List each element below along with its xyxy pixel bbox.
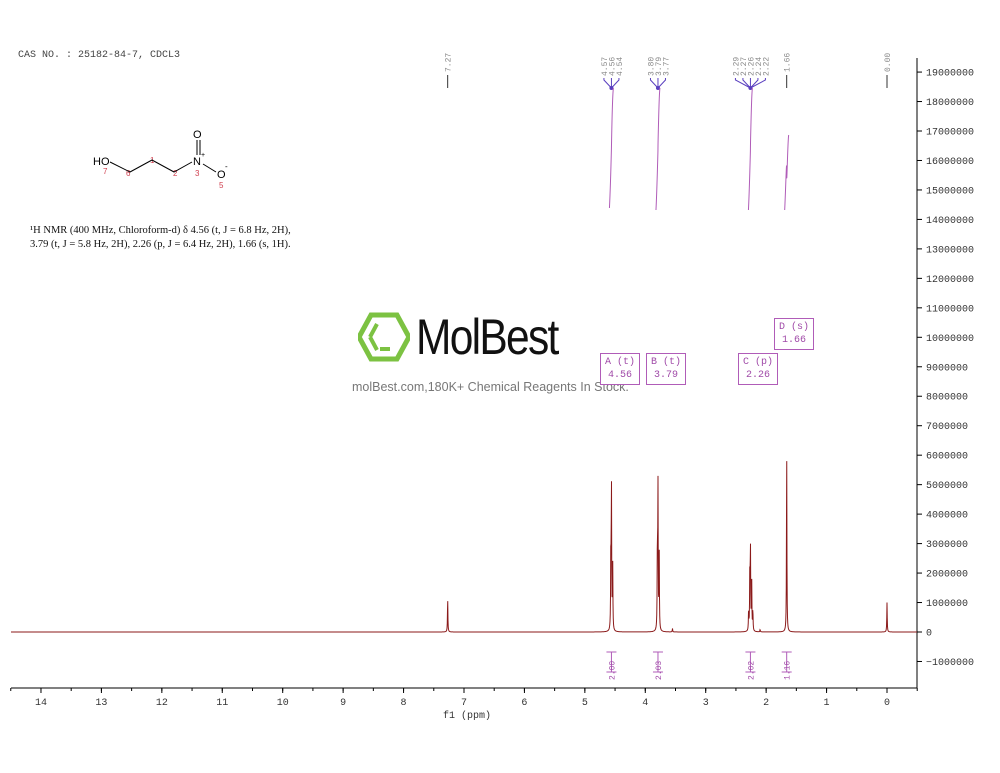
peak-label-node bbox=[655, 86, 660, 90]
x-axis-label: f1 (ppm) bbox=[443, 710, 491, 722]
logo-text: MolBest bbox=[416, 309, 559, 365]
peak-label-line bbox=[734, 78, 751, 89]
peak-label-node bbox=[748, 86, 753, 90]
x-tick-label: 14 bbox=[35, 698, 47, 709]
peak-label: 0.00 bbox=[884, 53, 893, 72]
molbest-logo: MolBest bbox=[358, 308, 583, 366]
integral-curve bbox=[655, 87, 661, 211]
multiplet-value: 2.26 bbox=[746, 370, 771, 381]
multiplet-label: D (s) bbox=[779, 322, 810, 333]
y-tick-label: 11000000 bbox=[926, 304, 974, 315]
y-tick-label: 15000000 bbox=[926, 186, 974, 197]
hexagon-logo-icon bbox=[358, 312, 410, 362]
nmr-description: ¹H NMR (400 MHz, Chloroform-d) δ 4.56 (t… bbox=[30, 224, 291, 252]
nmr-description-line: 3.79 (t, J = 5.8 Hz, 2H), 2.26 (p, J = 6… bbox=[30, 239, 291, 250]
multiplet-box-d: D (s) 1.66 bbox=[774, 318, 815, 350]
integral-bracket bbox=[652, 651, 663, 673]
integral-curve bbox=[608, 87, 614, 209]
y-tick-label: 3000000 bbox=[926, 540, 968, 551]
peak-label: 3.79 bbox=[655, 57, 664, 76]
x-tick-label: 2 bbox=[763, 698, 769, 709]
y-tick-label: 10000000 bbox=[926, 334, 974, 345]
multiplet-value: 1.66 bbox=[782, 335, 807, 346]
y-tick-label: −1000000 bbox=[926, 658, 974, 669]
integral-bracket bbox=[606, 651, 617, 673]
cas-header: CAS NO. : 25182-84-7, CDCL3 bbox=[18, 50, 181, 61]
y-tick-label: 19000000 bbox=[926, 69, 974, 80]
peak-label: 3.80 bbox=[647, 57, 656, 76]
multiplet-box-c: C (p) 2.26 bbox=[738, 353, 779, 385]
multiplet-label: C (p) bbox=[743, 357, 774, 368]
peak-label: 2.29 bbox=[732, 57, 741, 76]
peak-label: 2.26 bbox=[747, 57, 756, 76]
x-tick-label: 10 bbox=[277, 698, 289, 709]
x-tick-label: 3 bbox=[703, 698, 709, 709]
x-tick-label: 12 bbox=[156, 698, 168, 709]
x-tick-label: 9 bbox=[340, 698, 346, 709]
peak-label: 2.24 bbox=[755, 57, 764, 76]
peak-label-node bbox=[609, 86, 614, 90]
integral-value: 2.00 bbox=[608, 661, 617, 680]
x-tick-label: 6 bbox=[521, 698, 527, 709]
integral-value: 2.02 bbox=[747, 661, 756, 680]
y-tick-label: 8000000 bbox=[926, 393, 968, 404]
x-tick-label: 13 bbox=[95, 698, 107, 709]
integral-curve bbox=[784, 134, 790, 211]
y-tick-label: 6000000 bbox=[926, 452, 968, 463]
peak-label: 4.54 bbox=[616, 57, 625, 76]
x-tick-label: 8 bbox=[401, 698, 407, 709]
y-tick-label: 12000000 bbox=[926, 275, 974, 286]
peak-label-line bbox=[603, 78, 612, 89]
nmr-description-line: ¹H NMR (400 MHz, Chloroform-d) δ 4.56 (t… bbox=[30, 225, 291, 236]
x-tick-label: 11 bbox=[216, 698, 228, 709]
x-tick-label: 0 bbox=[884, 698, 890, 709]
peak-label-line bbox=[750, 78, 759, 89]
multiplet-label: B (t) bbox=[651, 357, 682, 368]
y-tick-label: 1000000 bbox=[926, 599, 968, 610]
multiplet-box-a: A (t) 4.56 bbox=[600, 353, 641, 385]
peak-label: 2.27 bbox=[740, 57, 749, 76]
integral-curve bbox=[747, 87, 753, 211]
y-tick-label: 16000000 bbox=[926, 157, 974, 168]
y-tick-label: 0 bbox=[926, 629, 932, 640]
peak-label-line bbox=[742, 78, 751, 89]
integral-value: 2.03 bbox=[655, 661, 664, 680]
watermark-tagline: molBest.com,180K+ Chemical Reagents In S… bbox=[352, 380, 629, 394]
x-tick-label: 7 bbox=[461, 698, 467, 709]
x-tick-label: 1 bbox=[824, 698, 830, 709]
y-tick-label: 18000000 bbox=[926, 98, 974, 109]
integral-bracket bbox=[781, 651, 792, 673]
y-tick-label: 9000000 bbox=[926, 363, 968, 374]
x-tick-label: 5 bbox=[582, 698, 588, 709]
y-tick-label: 17000000 bbox=[926, 128, 974, 139]
peak-label: 1.66 bbox=[784, 53, 793, 72]
peak-label: 2.22 bbox=[762, 57, 771, 76]
integral-value: 1.16 bbox=[784, 661, 793, 680]
spectrum-line bbox=[11, 461, 917, 633]
y-tick-label: 4000000 bbox=[926, 511, 968, 522]
peak-label-line bbox=[657, 78, 666, 89]
integral-bracket bbox=[745, 651, 756, 673]
multiplet-box-b: B (t) 3.79 bbox=[646, 353, 687, 385]
y-tick-label: 13000000 bbox=[926, 245, 974, 256]
multiplet-label: A (t) bbox=[605, 357, 636, 368]
multiplet-value: 3.79 bbox=[654, 370, 679, 381]
y-tick-label: 2000000 bbox=[926, 570, 968, 581]
multiplet-value: 4.56 bbox=[608, 370, 633, 381]
y-tick-label: 7000000 bbox=[926, 422, 968, 433]
peak-label: 4.56 bbox=[608, 57, 617, 76]
y-tick-label: 14000000 bbox=[926, 216, 974, 227]
peak-label: 3.77 bbox=[662, 57, 671, 76]
peak-label-line bbox=[611, 78, 620, 89]
x-tick-label: 4 bbox=[642, 698, 648, 709]
peak-label: 7.27 bbox=[445, 53, 454, 72]
peak-label: 4.57 bbox=[601, 57, 610, 76]
peak-label-line bbox=[649, 78, 659, 89]
y-tick-label: 5000000 bbox=[926, 481, 968, 492]
peak-label-line bbox=[750, 78, 766, 89]
